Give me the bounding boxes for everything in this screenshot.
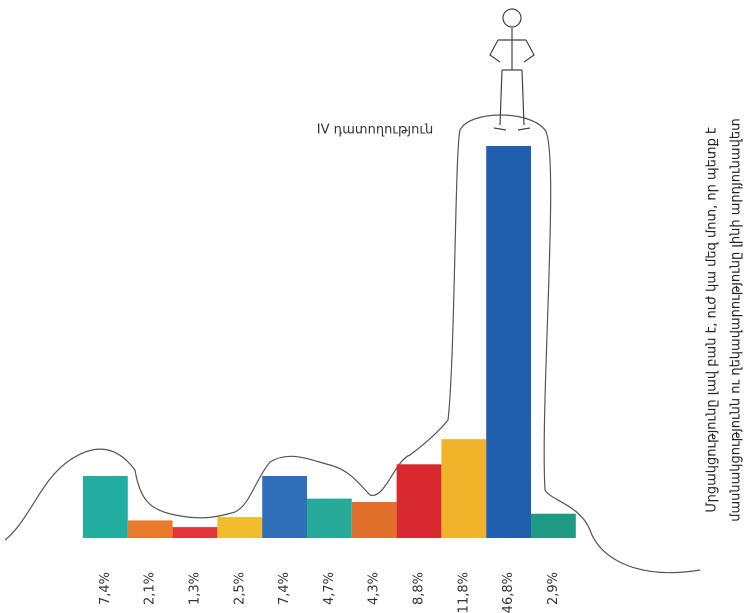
bar <box>262 476 307 538</box>
annotation: IV դատողություն <box>317 123 433 138</box>
bar <box>217 517 263 538</box>
bar <box>83 476 128 538</box>
value-label: 2,9% <box>546 572 561 605</box>
outline-sketch <box>4 114 701 574</box>
figure-sketch <box>489 8 535 131</box>
value-label: 46,8% <box>501 572 516 613</box>
value-label: 4,3% <box>367 572 382 605</box>
value-label: 2,5% <box>232 572 247 605</box>
bar <box>396 464 442 538</box>
bar <box>351 501 397 538</box>
value-label: 2,1% <box>143 572 158 605</box>
bar <box>486 146 531 538</box>
value-label: 7,4% <box>98 572 113 605</box>
value-label: 7,4% <box>277 572 292 605</box>
bar <box>307 498 352 538</box>
bar <box>172 527 218 538</box>
bar <box>441 439 487 538</box>
value-label: 8,8% <box>412 572 427 605</box>
value-label: 11,8% <box>456 572 471 613</box>
value-label: 4,7% <box>322 572 337 605</box>
bar <box>127 520 173 538</box>
side-text: Մրցակցությունը լավ բան է, ուժ կա մեզ մոտ… <box>705 127 720 513</box>
side-text: մասնակցությունն ու ղեկավարությունը լինի … <box>729 118 744 521</box>
value-label: 1,3% <box>188 572 203 605</box>
bar <box>531 513 576 538</box>
